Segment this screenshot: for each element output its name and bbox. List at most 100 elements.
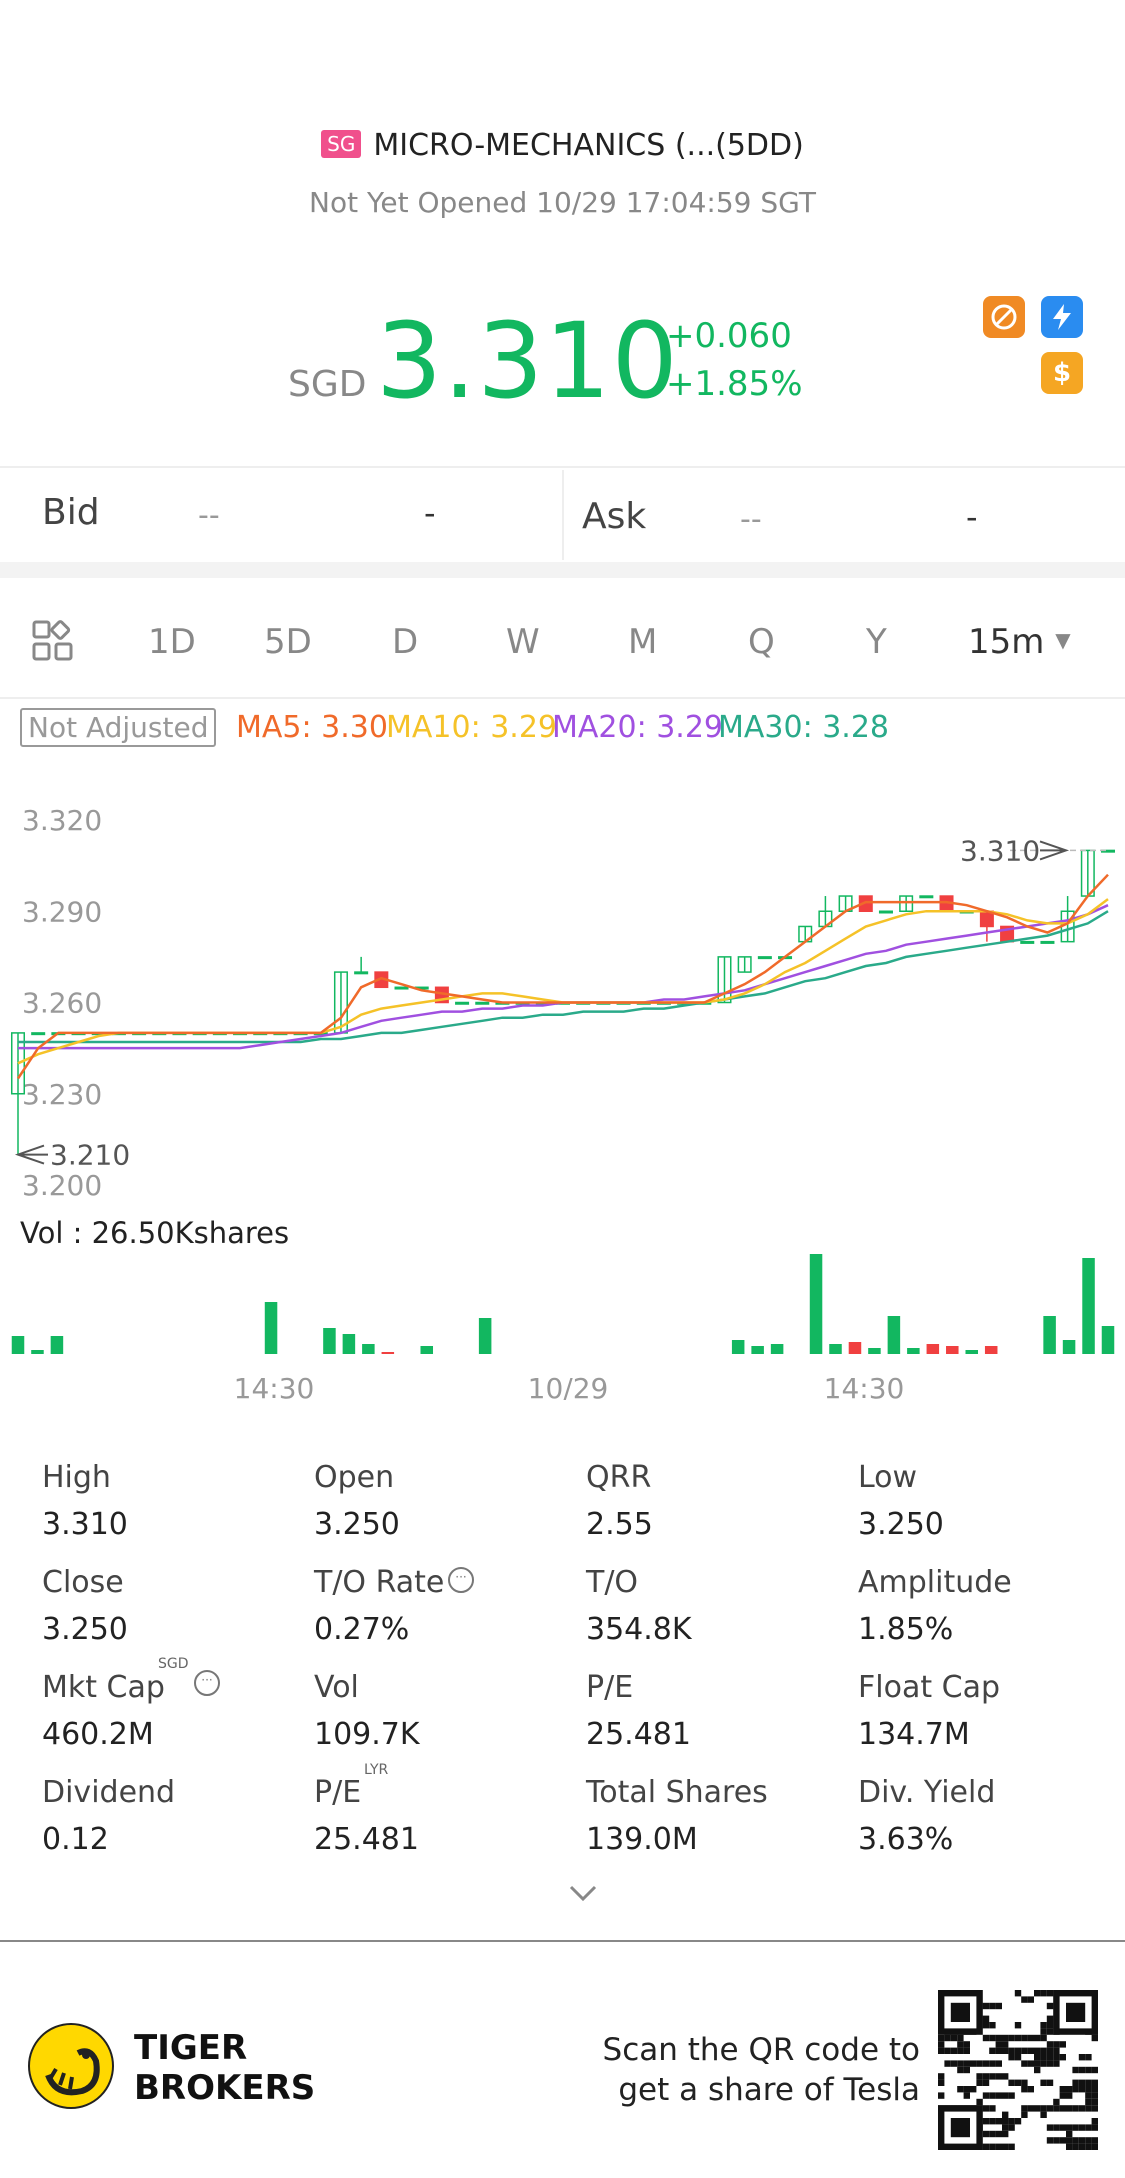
tab-q[interactable]: Q [748, 622, 775, 662]
stat-label: T/O Rate [314, 1565, 445, 1600]
divider [562, 470, 564, 560]
adjust-toggle[interactable]: Not Adjusted [20, 708, 217, 747]
info-icon[interactable]: ··· [448, 1567, 474, 1593]
candle-body [475, 1001, 490, 1005]
candle-body [10, 1032, 26, 1095]
stat-value: 3.250 [858, 1507, 944, 1542]
ma10-label: MA10: 3.29 [386, 710, 558, 745]
candlestick-chart[interactable]: 3.320 3.290 3.260 3.230 3.200 3.310 3.210 14:… [0, 780, 1125, 1400]
volume-bar [381, 1352, 395, 1354]
pe-lyr-tag: LYR [364, 1762, 389, 1778]
price-change: +0.060 +1.85% [666, 312, 803, 408]
x-tick-label: 14:30 [824, 1372, 905, 1400]
candle-body [1020, 940, 1035, 944]
lightning-icon[interactable] [1041, 296, 1083, 338]
info-icon[interactable]: ··· [194, 1670, 220, 1696]
volume-bar [264, 1302, 278, 1354]
stock-name: MICRO-MECHANICS (...(5DD) [373, 128, 804, 163]
low-marker-label: 3.210 [50, 1139, 130, 1172]
brand-name: TIGER BROKERS [134, 2028, 315, 2108]
tab-d[interactable]: D [392, 622, 419, 662]
volume-bar [984, 1346, 998, 1354]
volume-label: Vol [20, 1216, 64, 1250]
candle-body [717, 956, 732, 1004]
candle-body [1100, 849, 1116, 853]
volume-bar [907, 1348, 920, 1354]
dollar-icon[interactable]: $ [1041, 352, 1083, 394]
ma5-line [16, 873, 1109, 1080]
candle-body [919, 895, 934, 899]
divider [0, 697, 1125, 699]
stat-value: 25.481 [314, 1822, 419, 1857]
stat-value: 109.7K [314, 1717, 420, 1752]
tab-5d[interactable]: 5D [264, 622, 312, 662]
high-arrow-icon [1039, 840, 1070, 861]
y-tick-label: 3.320 [22, 804, 102, 837]
stat-label: High [42, 1460, 111, 1495]
volume-bar [829, 1344, 842, 1354]
tab-15m-label: 15m [968, 622, 1045, 662]
tab-15m[interactable]: 15m ▼ [968, 622, 1071, 662]
stat-value: 3.310 [42, 1507, 128, 1542]
last-price: 3.310 [376, 300, 679, 422]
volume-bar [478, 1318, 492, 1354]
volume-bar [1101, 1326, 1115, 1354]
stat-value: 2.55 [586, 1507, 653, 1542]
qr-code-icon [938, 1990, 1098, 2150]
candle-body [757, 956, 772, 960]
stat-value: 3.63% [858, 1822, 954, 1857]
ma30-label: MA30: 3.28 [718, 710, 890, 745]
qr-caption-line-1: Scan the QR code to [602, 2032, 920, 2068]
volume-bar [11, 1336, 25, 1354]
stat-value: 460.2M [42, 1717, 154, 1752]
volume-bar [731, 1340, 745, 1354]
stat-label: QRR [586, 1460, 652, 1495]
tab-w[interactable]: W [506, 622, 540, 662]
layout-grid-icon[interactable] [32, 620, 74, 662]
x-tick-label: 10/29 [528, 1372, 609, 1400]
stat-value: 134.7M [858, 1717, 970, 1752]
ma5-label: MA5: 3.30 [236, 710, 388, 745]
change-value: +0.060 [666, 316, 792, 356]
qr-caption: Scan the QR code to get a share of Tesla [560, 2030, 920, 2110]
candle-body [354, 971, 369, 975]
ask-price: -- [740, 502, 762, 537]
change-percent: +1.85% [666, 364, 803, 404]
y-tick-label: 3.200 [22, 1169, 102, 1202]
stat-value: 0.27% [314, 1612, 410, 1647]
y-tick-label: 3.290 [22, 895, 102, 928]
stat-label: Mkt Cap [42, 1670, 165, 1705]
tab-y[interactable]: Y [866, 622, 887, 662]
high-marker-label: 3.310 [960, 834, 1040, 867]
market-status: Not Yet Opened 10/29 17:04:59 SGT [309, 186, 816, 219]
x-tick-label: 14:30 [234, 1372, 315, 1400]
stat-value: 25.481 [586, 1717, 691, 1752]
tab-1d[interactable]: 1D [148, 622, 196, 662]
stat-value: 139.0M [586, 1822, 698, 1857]
volume-bar [770, 1344, 784, 1354]
stat-value: 3.250 [314, 1507, 400, 1542]
stock-title[interactable]: SG MICRO-MECHANICS (...(5DD) [0, 128, 1125, 163]
volume-value: : 26.50Kshares [72, 1216, 290, 1250]
stat-label: P/E [586, 1670, 634, 1705]
volume-bar [809, 1254, 823, 1354]
stat-label: Amplitude [858, 1565, 1012, 1600]
volume-bar [342, 1334, 356, 1354]
brand-line-2: BROKERS [134, 2068, 316, 2108]
stat-label: T/O [586, 1565, 639, 1600]
volume-bar [420, 1346, 434, 1354]
stat-label: Vol [314, 1670, 359, 1705]
qr-caption-line-2: get a share of Tesla [618, 2072, 920, 2108]
stat-label: Open [314, 1460, 395, 1495]
stat-value: 1.85% [858, 1612, 954, 1647]
volume-bar [751, 1346, 764, 1354]
stat-label: Dividend [42, 1775, 176, 1810]
expand-chevron-icon[interactable] [568, 1884, 598, 1906]
ma10-line [17, 898, 1109, 1065]
tab-m[interactable]: M [628, 622, 658, 662]
stat-label: Low [858, 1460, 918, 1495]
stat-label: Float Cap [858, 1670, 1001, 1705]
no-short-icon[interactable] [983, 296, 1025, 338]
bid-label: Bid [42, 492, 100, 533]
candle-body [737, 956, 752, 973]
